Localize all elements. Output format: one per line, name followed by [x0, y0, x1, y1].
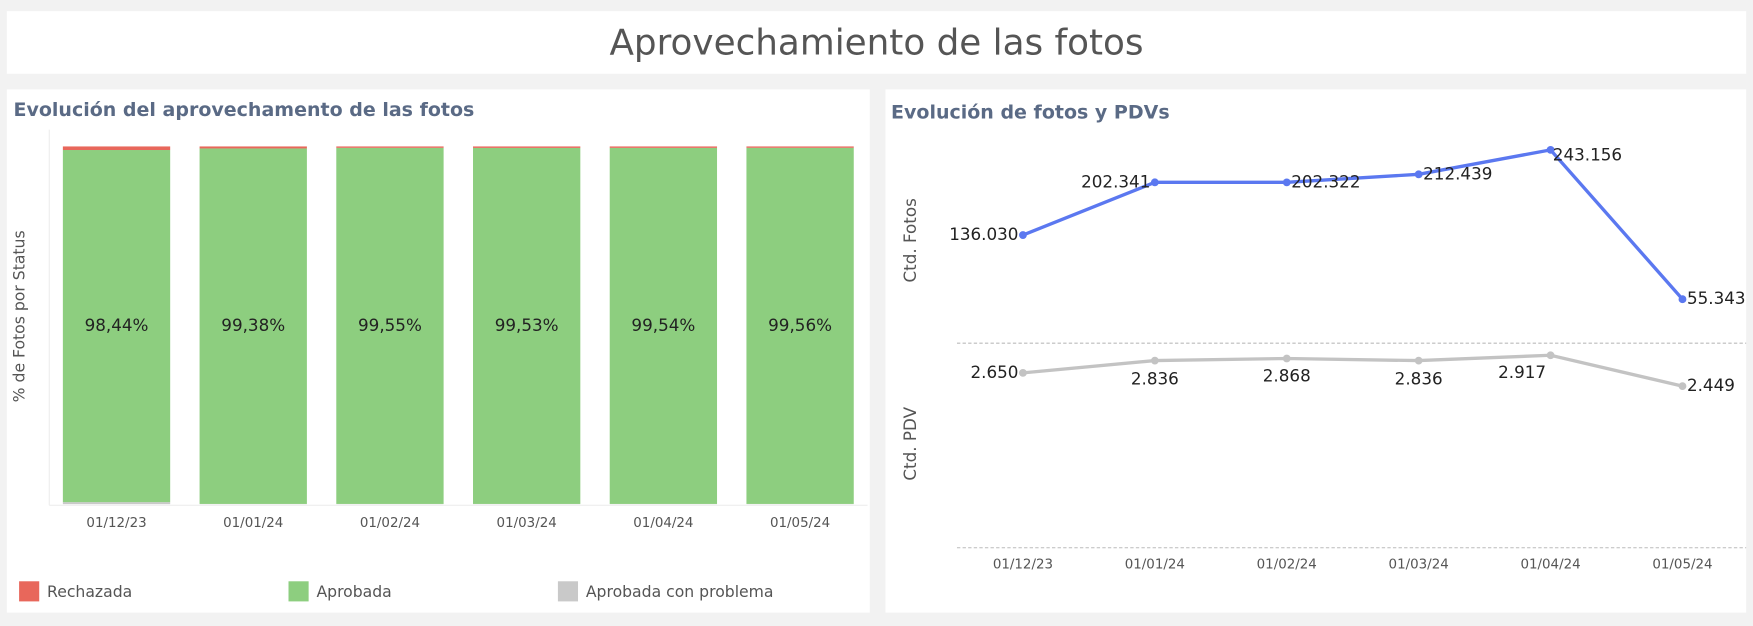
- x-tick-label: 01/01/24: [223, 516, 283, 531]
- data-label: 99,54%: [631, 315, 695, 335]
- x-tick-label: 01/01/24: [1125, 558, 1185, 573]
- point: [1546, 145, 1555, 154]
- bar-segment: [199, 146, 307, 149]
- bar-segment: [609, 146, 718, 148]
- data-label: 2.917: [1498, 362, 1546, 382]
- data-label: 2.650: [971, 362, 1019, 382]
- x-tick-label: 01/04/24: [1520, 558, 1580, 573]
- x-tick-label: 01/12/23: [86, 516, 146, 531]
- data-label: 99,56%: [768, 315, 832, 335]
- point: [1019, 231, 1027, 239]
- point: [1282, 354, 1291, 363]
- y-axis-label: Ctd. PDV: [900, 406, 920, 480]
- bar-segment: [746, 146, 854, 148]
- data-label: 99,53%: [495, 315, 559, 335]
- point: [1019, 368, 1027, 377]
- legend-swatch: [19, 581, 40, 602]
- chart-title: Evolución de fotos y PDVs: [891, 101, 1170, 123]
- bar-segment: [62, 150, 171, 503]
- point: [1414, 356, 1423, 365]
- line: [1022, 353, 1683, 388]
- legend-label: Rechazada: [47, 582, 132, 601]
- data-label: 212.439: [1423, 163, 1492, 183]
- data-label: 202.341: [1081, 171, 1150, 191]
- x-tick-label: 01/02/24: [1257, 558, 1317, 573]
- x-tick-label: 01/03/24: [497, 516, 557, 531]
- x-tick-label: 01/12/23: [993, 558, 1053, 573]
- bar-segment: [199, 148, 307, 504]
- point: [1150, 356, 1159, 365]
- point: [1414, 170, 1423, 179]
- x-tick-label: 01/05/24: [770, 516, 830, 531]
- point: [1150, 178, 1159, 187]
- title-panel: [6, 11, 1747, 74]
- legend-swatch: [557, 581, 579, 602]
- point: [1282, 178, 1291, 187]
- data-label: 98,44%: [85, 315, 149, 335]
- legend-label: Aprobada con problema: [586, 582, 774, 601]
- right-panel: [885, 89, 1747, 613]
- x-tick-label: 01/04/24: [633, 516, 693, 531]
- legend-swatch: [288, 581, 309, 602]
- bar-segment: [473, 147, 581, 504]
- data-label: 99,38%: [221, 315, 285, 335]
- point: [1678, 295, 1687, 304]
- x-tick-label: 01/02/24: [360, 516, 420, 531]
- point: [1678, 382, 1687, 391]
- line: [1022, 148, 1684, 301]
- bar-segment: [336, 147, 444, 504]
- bar-segment: [336, 146, 444, 148]
- bar-segment: [746, 147, 854, 504]
- bar-segment: [62, 502, 171, 505]
- y-axis-label: % de Fotos por Status: [10, 230, 29, 402]
- data-label: 202.322: [1291, 171, 1360, 191]
- dashboard-title: Aprovechamiento de las fotos: [609, 23, 1143, 64]
- data-label: 243.156: [1553, 144, 1622, 164]
- data-label: 55.343: [1687, 288, 1746, 308]
- legend-label: Aprobada: [316, 582, 391, 601]
- data-label: 2.836: [1131, 369, 1179, 389]
- point: [1546, 351, 1555, 360]
- y-axis-label: Ctd. Fotos: [900, 198, 920, 282]
- data-label: 2.449: [1687, 375, 1735, 395]
- x-tick-label: 01/03/24: [1389, 558, 1449, 573]
- bar-segment: [473, 146, 581, 148]
- x-tick-label: 01/05/24: [1652, 558, 1712, 573]
- data-label: 136.030: [949, 224, 1018, 244]
- bar-segment: [62, 146, 171, 151]
- bar-segment: [609, 147, 718, 504]
- data-label: 2.836: [1395, 369, 1443, 389]
- data-label: 2.868: [1263, 365, 1311, 385]
- data-label: 99,55%: [358, 315, 422, 335]
- chart-title: Evolución del aprovechamento de las foto…: [14, 99, 475, 121]
